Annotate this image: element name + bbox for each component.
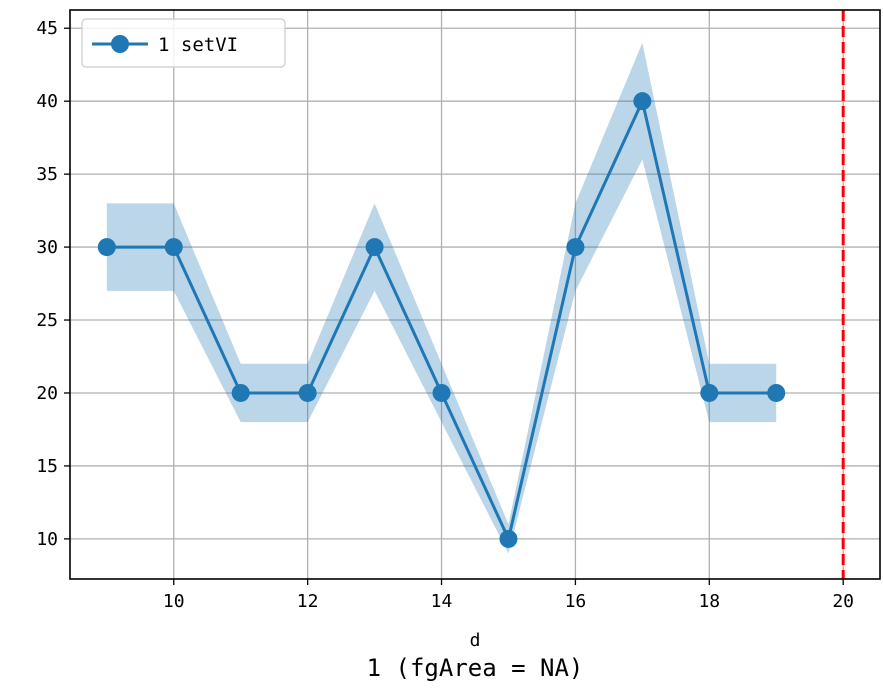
y-tick-label: 15 [36,456,58,477]
data-point [298,383,317,402]
x-axis-ticks: 10 12 14 16 18 20 [163,579,854,612]
legend: 1 setVI [81,18,286,68]
x-tick-label: 20 [832,591,854,612]
confidence-band [106,42,777,554]
y-axis-ticks: 10 15 20 25 30 35 40 45 [36,18,70,550]
y-tick-label: 10 [36,529,58,550]
y-tick-label: 20 [36,383,58,404]
y-tick-label: 30 [36,237,58,258]
legend-entry-label: 1 setVI [158,34,238,56]
y-tick-label: 40 [36,91,58,112]
x-tick-label: 16 [565,591,587,612]
legend-box [81,18,286,68]
data-point [231,383,250,402]
data-point [365,238,384,257]
y-tick-label: 35 [36,164,58,185]
x-tick-label: 18 [698,591,720,612]
confidence-band-layer [106,42,777,554]
y-tick-label: 25 [36,310,58,331]
data-point [97,238,116,257]
data-point [700,383,719,402]
data-point [164,238,183,257]
x-tick-label: 14 [431,591,453,612]
plot-frame [69,9,881,580]
x-tick-label: 10 [163,591,185,612]
data-point [432,383,451,402]
y-tick-label: 45 [36,18,58,39]
data-point [767,383,786,402]
data-point [566,238,585,257]
data-point-layer [97,92,786,548]
x-tick-label: 12 [297,591,319,612]
data-point [499,529,518,548]
x-axis-label: d [470,630,481,651]
grid-lines [70,10,880,579]
data-point [633,92,652,111]
legend-marker-swatch [111,35,129,53]
chart-title: 1 (fgArea = NA) [367,654,584,682]
